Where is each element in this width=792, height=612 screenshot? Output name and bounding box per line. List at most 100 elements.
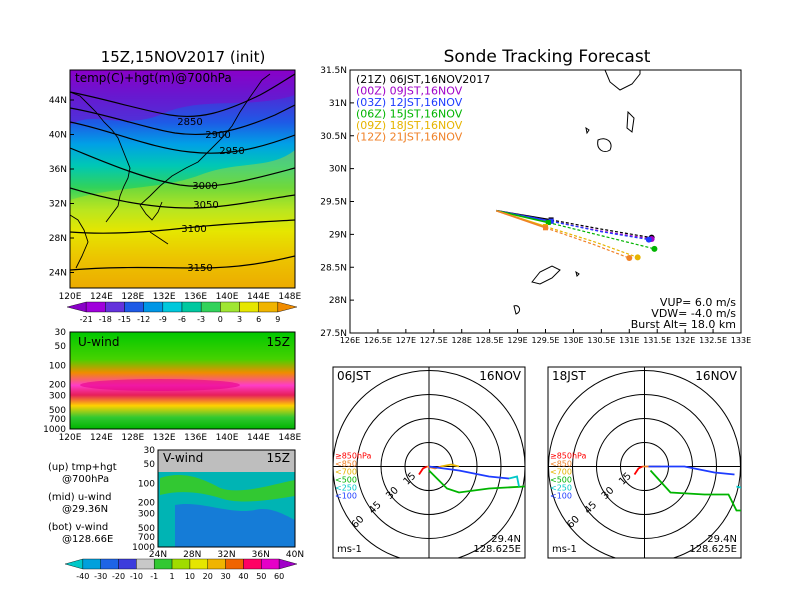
track-lat-tick: 31.5N (320, 66, 347, 76)
wind-colorbar-label: -40 (76, 572, 89, 581)
legend-up-b: @700hPa (62, 474, 109, 485)
map-lat-ticks: 44N 40N 36N 32N 28N 24N (49, 96, 74, 279)
vwind-label: V-wind (163, 451, 203, 465)
hodograph-lat: 29.4N (707, 534, 737, 545)
uwind-lon-ticks: 120E 124E 128E 132E 136E 140E 144E 148E (59, 433, 302, 443)
wind-colorbar-label: 50 (256, 572, 266, 581)
map-lon-ticks: 120E 124E 128E 132E 136E 140E 144E 148E (59, 292, 302, 302)
p-tick: 100 (49, 361, 66, 371)
p-tick: 300 (138, 510, 155, 520)
wind-colorbar-label: 20 (203, 572, 213, 581)
track-lat-tick: 27.5N (320, 329, 347, 339)
param-burst: Burst Alt= 18.0 km (631, 318, 736, 331)
track-lon-tick: 133E (731, 336, 751, 345)
map-lon-tick: 124E (90, 292, 113, 302)
track-series-dashed (548, 221, 655, 250)
track-landing-point (634, 254, 641, 261)
contour-label-3050: 3050 (193, 200, 218, 211)
track-lon-tick: 131E (619, 336, 639, 345)
track-lon-tick: 127.5E (420, 336, 448, 345)
param-vup: VUP= 6.0 m/s (660, 296, 736, 309)
temp-colorbar-label: 3 (237, 315, 242, 324)
island-tanegashima (626, 110, 635, 133)
vwind-lat-tick: 40N (286, 550, 304, 560)
temp-colorbar-swatch (277, 301, 298, 313)
wind-colorbar-swatch (225, 558, 244, 570)
temp-band-cold (70, 70, 295, 125)
wind-colorbar-label: 30 (221, 572, 231, 581)
temp-map-frame (69, 69, 296, 289)
temp-colorbar-swatch (239, 301, 259, 313)
island-kyushu (604, 70, 641, 91)
track-legend-entry: (00Z) 09JST,16NOV (356, 85, 463, 98)
hodograph-lat: 29.4N (491, 534, 521, 545)
map-lat-tick: 28N (49, 234, 67, 244)
p-tick: 50 (144, 460, 156, 470)
wind-colorbar-swatch (207, 558, 226, 570)
uwind-lon-tick: 132E (153, 433, 176, 443)
hodograph-plevel: ≥850hPa (335, 452, 372, 461)
contour-line-3050 (70, 187, 295, 209)
island-small-3 (585, 126, 590, 135)
hodograph-plevel: ≥850hPa (550, 452, 587, 461)
temp-map: 2850 2900 2950 3000 3050 3100 3150 temp(… (49, 69, 302, 302)
hodograph-right-label: 16NOV (479, 369, 521, 383)
hodograph-plevel: <100 (550, 492, 572, 501)
wind-colorbar-swatch (278, 558, 298, 570)
track-series-dashed (545, 225, 638, 258)
track-lon-tick: 129E (507, 336, 527, 345)
contour-line-2950 (70, 121, 295, 154)
track-burst-marker (545, 220, 551, 226)
track-legend-entry: (03Z) 12JST,16NOV (356, 96, 463, 109)
height-contours (70, 73, 295, 271)
wind-colorbar-swatch (136, 558, 155, 570)
temp-colorbar-swatch (200, 301, 221, 313)
hodograph-units: ms-1 (337, 544, 362, 555)
uwind-time: 15Z (267, 335, 291, 349)
hodograph-plevel: <700 (335, 468, 357, 477)
contour-line-3100 (70, 219, 295, 234)
track-lat-tick: 28.5N (320, 263, 347, 273)
coast-china (70, 214, 89, 269)
wind-colorbar-swatch (261, 558, 280, 570)
track-lon-tick: 130E (563, 336, 583, 345)
hodograph-trace (633, 465, 741, 512)
island-small-1 (513, 305, 521, 315)
map-lon-tick: 132E (153, 292, 176, 302)
track-lon-tick: 131.5E (643, 336, 671, 345)
track-lat-tick: 28N (329, 296, 347, 306)
wind-colorbar-label: 10 (185, 572, 195, 581)
track-params: VUP= 6.0 m/s VDW= -4.0 m/s Burst Alt= 18… (631, 296, 737, 331)
coast-kyushu (139, 201, 163, 221)
hodograph-plevel: <500 (550, 476, 572, 485)
temp-colorbar-label: -6 (178, 315, 186, 324)
map-lon-tick: 136E (184, 292, 207, 302)
hodograph-lon: 128.625E (473, 544, 521, 555)
uwind-lon-tick: 140E (216, 433, 239, 443)
wind-colorbar-label: 40 (238, 572, 248, 581)
map-lon-tick: 128E (121, 292, 144, 302)
wind-colorbar-swatch (118, 558, 137, 570)
wind-colorbar-swatch (64, 558, 84, 570)
contour-label-3150: 3150 (187, 263, 212, 274)
uwind-lon-tick: 124E (90, 433, 113, 443)
contour-label-2950: 2950 (219, 146, 244, 157)
p-tick: 500 (49, 406, 66, 416)
track-legend-entry: (21Z) 06JST,16NOV2017 (356, 73, 490, 86)
legend-mid-b: @29.36N (62, 504, 108, 515)
track-lat-tick: 30N (329, 165, 347, 175)
map-lat-tick: 36N (49, 165, 67, 175)
hodograph-trace-segment (418, 465, 428, 475)
vwind-upper (158, 450, 295, 472)
hodograph-trace-segment (508, 475, 520, 487)
temp-colorbar-swatch (258, 301, 279, 313)
temp-map-label: temp(C)+hgt(m)@700hPa (75, 71, 232, 85)
contour-label-2850: 2850 (177, 117, 202, 128)
track-panel: 31.5N 31N 30.5N 30N 29.5N 29N 28.5N 28N 27.5N 12… (320, 66, 751, 345)
temp-colorbar-swatch (162, 301, 183, 313)
temp-colorbar-swatch (85, 301, 106, 313)
